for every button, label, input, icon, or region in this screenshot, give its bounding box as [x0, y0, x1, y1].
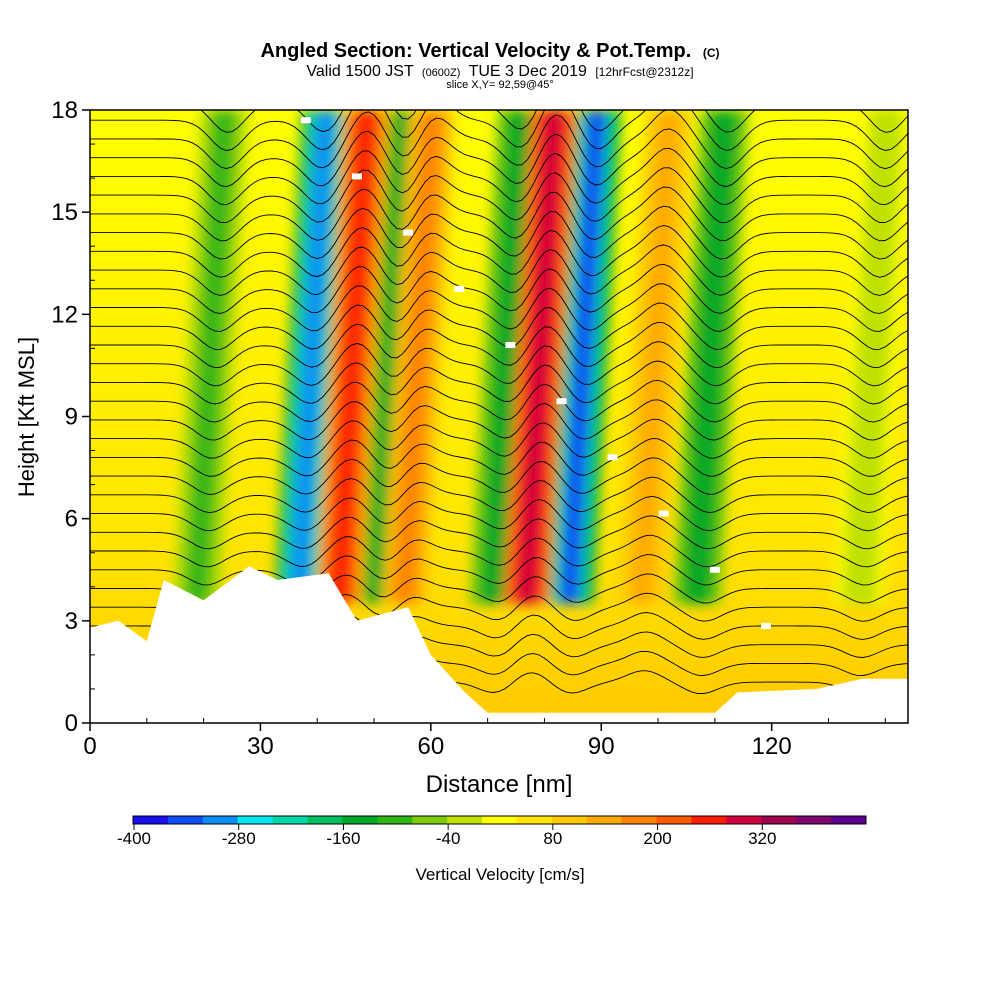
updraft-band	[329, 110, 376, 604]
contour-label	[505, 341, 516, 348]
y-tick-label: 12	[51, 301, 78, 328]
contour-label	[351, 173, 362, 180]
colorbar-swatch	[482, 816, 518, 824]
y-tick-label: 0	[65, 710, 78, 737]
colorbar-tick-label: 320	[748, 829, 776, 848]
chart-title: Angled Section: Vertical Velocity & Pot.…	[260, 40, 719, 62]
updraft-band	[516, 110, 564, 604]
contour-label	[709, 566, 720, 573]
y-tick-label: 15	[51, 199, 78, 226]
downdraft-band	[186, 110, 235, 604]
contour-line	[90, 128, 908, 188]
colorbar-swatch	[307, 816, 343, 824]
x-axis-label: Distance [nm]	[426, 771, 573, 798]
contour-line	[90, 147, 908, 206]
colorbar-swatch	[272, 816, 309, 824]
contour-line	[90, 438, 908, 477]
contour-label	[403, 229, 414, 236]
chart-subtitle: Valid 1500 JST (0600Z) TUE 3 Dec 2019 [1…	[306, 63, 693, 80]
contour-line	[200, 110, 908, 133]
colorbar-swatch	[621, 816, 658, 824]
pot-temp-contours	[90, 110, 908, 695]
contour-label	[658, 510, 669, 517]
contour-line	[90, 341, 908, 387]
colorbar-swatch	[586, 816, 623, 824]
y-axis-label: Height [Kft MSL]	[14, 337, 39, 497]
contour-line	[90, 418, 908, 459]
colorbar-swatch	[796, 816, 832, 824]
colorbar: -400 -280 -160 -40 80 200 320	[117, 815, 867, 848]
contour-line	[90, 321, 908, 369]
contour-line	[90, 360, 908, 405]
y-tick-label: 3	[65, 608, 78, 635]
contour-line	[90, 515, 908, 550]
contour-line	[90, 263, 908, 314]
colorbar-swatch	[726, 816, 762, 824]
contour-line	[90, 110, 908, 170]
contour-line	[90, 399, 908, 441]
terrain	[90, 566, 908, 723]
y-axis: 0 3 6 9 12 15 18	[51, 97, 95, 737]
colorbar-tick-label: 200	[643, 829, 671, 848]
colorbar-swatch	[342, 816, 378, 824]
contour-label	[760, 622, 771, 629]
contour-line	[90, 379, 908, 423]
contour-line	[90, 495, 908, 532]
contour-line	[90, 302, 908, 350]
contour-line	[90, 283, 908, 332]
colorbar-swatch	[167, 816, 204, 824]
contour-label	[556, 398, 567, 405]
downdraft-band	[848, 110, 897, 604]
slice-label: slice X,Y= 92,59@45°	[446, 79, 554, 91]
colorbar-label: Vertical Velocity [cm/s]	[415, 865, 584, 884]
colorbar-swatch	[831, 816, 867, 824]
x-tick-label: 30	[247, 733, 274, 760]
downdraft-band	[686, 110, 735, 604]
x-tick-label: 60	[417, 733, 444, 760]
colorbar-tick-label: -400	[117, 829, 151, 848]
colorbar-tick-label: 80	[543, 829, 562, 848]
colorbar-swatch	[656, 816, 692, 824]
colorbar-swatch	[133, 816, 169, 824]
contour-line	[90, 110, 908, 151]
colorbar-swatch	[761, 816, 797, 824]
x-tick-label: 120	[752, 733, 792, 760]
contour-line	[90, 205, 908, 260]
downdraft-band	[483, 110, 532, 604]
contour-line	[90, 554, 908, 586]
plot-area	[90, 110, 908, 723]
colorbar-swatch	[691, 816, 727, 824]
updraft-band	[631, 110, 679, 604]
contour-line	[90, 186, 908, 242]
x-axis: 0 30 60 90 120	[83, 718, 886, 760]
colorbar-tick-label: -280	[222, 829, 256, 848]
colorbar-swatch	[377, 816, 413, 824]
x-tick-label: 90	[588, 733, 615, 760]
contour-label	[300, 117, 311, 124]
contour-label	[454, 285, 465, 292]
colorbar-swatch	[237, 816, 274, 824]
downdraft-band	[559, 110, 607, 604]
contour-line	[90, 534, 908, 568]
colorbar-swatch	[516, 816, 553, 824]
contour-line	[90, 225, 908, 278]
x-tick-label: 0	[83, 733, 96, 760]
colorbar-swatch	[551, 816, 588, 824]
contour-line	[90, 457, 908, 495]
contour-line	[90, 167, 908, 224]
contour-line	[90, 476, 908, 514]
colorbar-tick-label: -160	[326, 829, 360, 848]
colorbar-frame	[132, 815, 867, 825]
downdraft-band	[288, 110, 336, 604]
y-tick-label: 9	[65, 404, 78, 431]
contour-line	[90, 244, 908, 296]
colorbar-tick-label: -40	[436, 829, 461, 848]
y-tick-label: 18	[51, 97, 78, 124]
colorbar-swatch	[412, 816, 448, 824]
contour-label	[607, 454, 618, 461]
colorbar-swatch	[202, 816, 239, 824]
y-tick-label: 6	[65, 506, 78, 533]
colorbar-swatch	[447, 816, 483, 824]
